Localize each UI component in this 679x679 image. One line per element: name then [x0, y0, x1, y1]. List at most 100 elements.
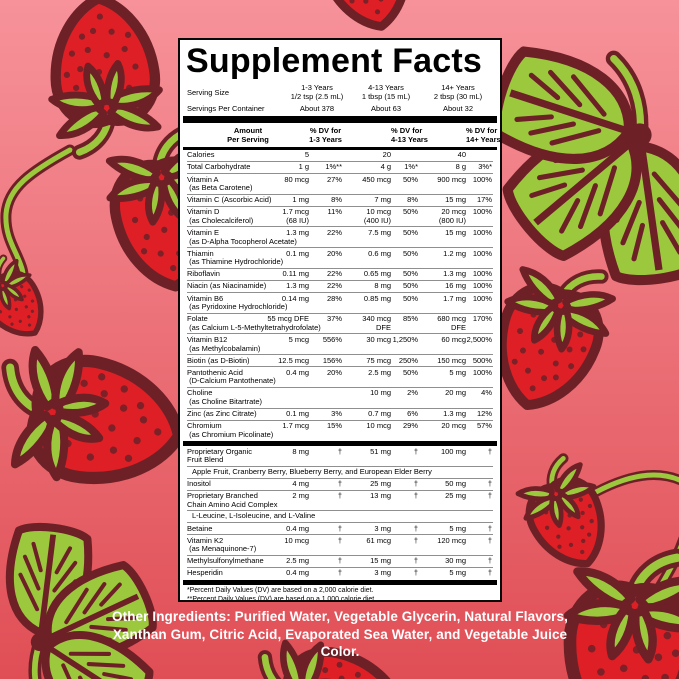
nutrient-row: Choline (as Choline Bitartrate) 10 mg 2% 20…: [187, 386, 493, 408]
serving-size-label: Serving Size: [187, 87, 230, 97]
age-range: 4-13 Years: [368, 83, 404, 93]
amount-4-13: 75 mcg: [366, 355, 391, 365]
amount-1-3: 0.1 mg: [286, 409, 309, 419]
dv-1-3: †: [337, 491, 342, 501]
amount-4-13: 0.85 mg: [363, 293, 391, 303]
nutrient-name: Vitamin B12 (as Methylcobalamin): [187, 334, 261, 353]
nutrient-name: Biotin (as D-Biotin): [187, 355, 250, 365]
dv-14: †: [487, 479, 492, 489]
nutrient-table-other: Proprietary Organic Fruit Blend 8 mg † 51 m…: [187, 446, 493, 579]
amount-1-3: [255, 389, 309, 406]
servings-count-1-3: About 378: [299, 104, 335, 114]
amount-14: 5 mg: [449, 523, 466, 533]
header-dv-1-3: % DV for 1-3 Years: [309, 125, 342, 144]
dv-4-13: 2%: [407, 388, 418, 398]
dv-1-3: 556%: [322, 334, 342, 344]
divider-bar: [183, 146, 497, 150]
dv-1-3: 8%: [331, 195, 342, 205]
dv-1-3: 20%: [326, 367, 342, 377]
dv-4-13: 8%: [407, 195, 418, 205]
nutrient-row: Proprietary Branched Chain Amino Acid Co…: [187, 489, 493, 511]
amount-1-3: 8 mg: [292, 446, 309, 456]
strawberry-stem-icon: [0, 144, 679, 606]
nutrient-name: Inositol: [187, 479, 211, 489]
amount-14: 8 g: [455, 162, 466, 172]
dv-14: †: [487, 491, 492, 501]
nutrient-name: Total Carbohydrate: [187, 162, 251, 172]
nutrient-row: Vitamin D (as Cholecalciferol) 1.7 mcg (6…: [187, 205, 493, 227]
amount-14: 900 mcg: [437, 174, 466, 184]
amount-14: 1.3 mg: [443, 409, 466, 419]
amount-4-13: 20: [382, 150, 391, 160]
amount-4-13: 4 g: [380, 162, 391, 172]
amount-14: 1.3 mg: [443, 269, 466, 279]
amount-4-13: 51 mg: [370, 446, 391, 456]
amount-14: 15 mg: [445, 227, 466, 237]
dv-1-3: 156%: [322, 355, 342, 365]
dv-4-13: †: [413, 446, 418, 456]
nutrient-name: Riboflavin: [187, 269, 220, 279]
amount-14: 40: [457, 150, 466, 160]
dv-1-3: [309, 151, 342, 160]
dv-4-13: 29%: [402, 421, 418, 431]
dv-14: †: [487, 446, 492, 456]
dv-14: †: [487, 568, 492, 578]
amount-4-13: 7.5 mg: [368, 227, 391, 237]
nutrient-name: Vitamin E (as D-Alpha Tocopherol Acetate…: [187, 227, 297, 246]
amount-14: 1.2 mg: [443, 248, 466, 258]
serving-size-row: Serving Size 1-3 Years 1/2 tsp (2.5 mL) …: [187, 83, 493, 101]
footnotes: *Percent Daily Values (DV) are based on …: [187, 585, 493, 602]
supplement-facts-panel: Supplement Facts Serving Size 1-3 Years …: [178, 38, 502, 602]
nutrient-row: Vitamin A (as Beta Carotene) 80 mcg 27% 450…: [187, 173, 493, 194]
dv-4-13: 6%: [407, 409, 418, 419]
amount-14: 25 mg: [445, 491, 466, 501]
nutrient-name: Methylsulfonylmethane: [187, 556, 264, 566]
dv-4-13: †: [413, 491, 418, 501]
servings-count-4-13: About 63: [370, 104, 402, 114]
dv-4-13: †: [413, 535, 418, 545]
dv-1-3: †: [337, 523, 342, 533]
nutrient-row: Hesperidin 0.4 mg † 3 mg † 5 mg †: [187, 566, 493, 579]
dv-4-13: 50%: [402, 293, 418, 303]
amount-1-3: 10 mcg: [284, 535, 309, 545]
amount-4-13: 0.7 mg: [368, 409, 391, 419]
nutrient-row: Inositol 4 mg † 25 mg † 50 mg †: [187, 477, 493, 490]
blend-ingredients: L-Leucine, L-Isoleucine, and L-Valine: [187, 510, 493, 522]
serving-info: Serving Size 1-3 Years 1/2 tsp (2.5 mL) …: [187, 83, 493, 113]
dv-4-13: †: [413, 479, 418, 489]
dv-14: 100%: [472, 248, 492, 258]
divider-bar: [183, 116, 497, 124]
amount-1-3: 0.4 mg: [286, 523, 309, 533]
nutrient-row: Calories 5 20 40: [187, 150, 493, 161]
amount-1-3: 1.3 mg: [286, 227, 309, 237]
amount-1-3: 55 mcg DFE: [267, 314, 309, 324]
dv-14: 17%: [476, 195, 492, 205]
table-header: Amount Per Serving % DV for 1-3 Years % …: [187, 123, 501, 146]
nutrient-name: Betaine: [187, 523, 213, 533]
dv-14: 100%: [472, 207, 492, 217]
footnote: **Percent Daily Values (DV) are based on…: [187, 596, 377, 602]
header-dv-14: % DV for 14+ Years: [466, 125, 501, 144]
panel-title: Supplement Facts: [186, 42, 483, 80]
amount-14: 150 mcg: [437, 355, 466, 365]
amount-4-13: 7 mg: [374, 195, 391, 205]
amount-1-3: 1 mg: [292, 195, 309, 205]
amount-1-3: 12.5 mcg: [278, 355, 309, 365]
dv-14: 170%: [472, 314, 492, 324]
amount-14: 100 mg: [440, 446, 466, 456]
nutrient-row: Vitamin B6 (as Pyridoxine Hydrochloride)…: [187, 292, 493, 313]
amount-1-3: 2.5 mg: [286, 556, 309, 566]
amount-4-13: 15 mg: [370, 556, 391, 566]
dv-4-13: 85%: [402, 314, 418, 324]
nutrient-name: Pantothenic Acid (D-Calcium Pantothenate…: [187, 367, 276, 386]
dv-4-13: 50%: [402, 174, 418, 184]
dv-1-3: 37%: [326, 314, 342, 324]
amount-1-3: 2 mg: [292, 491, 309, 501]
dv-4-13: 50%: [402, 269, 418, 279]
servings-count-14: About 32: [442, 104, 474, 114]
dv-4-13: 50%: [402, 367, 418, 377]
nutrient-row: Betaine 0.4 mg † 3 mg † 5 mg †: [187, 522, 493, 534]
amount-4-13: 340 mcg DFE: [362, 314, 391, 332]
dv-1-3: 22%: [326, 281, 342, 291]
